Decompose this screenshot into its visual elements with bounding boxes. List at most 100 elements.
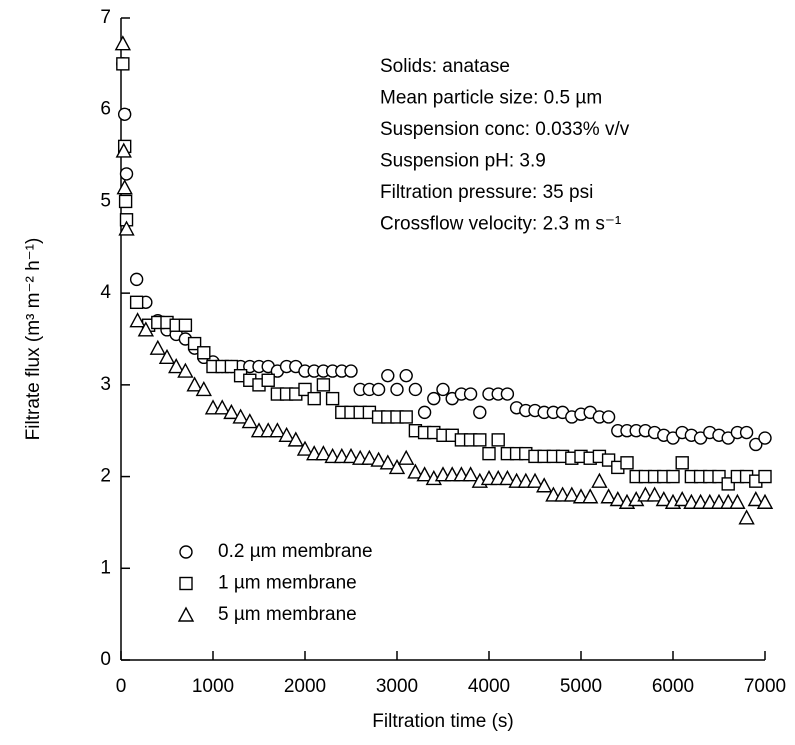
- point: [758, 469, 772, 484]
- point: [675, 456, 689, 470]
- point: [416, 466, 433, 482]
- x-tick-label: 3000: [376, 676, 418, 697]
- point: [388, 458, 406, 475]
- point: [756, 493, 774, 509]
- annotation: Suspension pH: 3.9: [380, 151, 546, 172]
- point: [526, 472, 544, 488]
- legend-label: 5 µm membrane: [218, 604, 357, 625]
- point: [371, 382, 386, 397]
- point: [214, 399, 231, 415]
- point: [591, 472, 608, 488]
- point: [747, 491, 764, 507]
- point: [609, 491, 626, 507]
- point: [399, 410, 413, 424]
- legend-label: 0.2 µm membrane: [218, 541, 373, 562]
- y-tick-label: 0: [100, 649, 111, 670]
- point: [316, 378, 331, 392]
- point: [114, 35, 132, 51]
- point: [168, 358, 185, 374]
- point: [116, 179, 133, 195]
- point: [119, 167, 134, 181]
- legend-label: 1 µm membrane: [218, 573, 357, 594]
- point: [241, 413, 258, 429]
- point: [342, 447, 360, 464]
- point: [223, 403, 240, 420]
- point: [115, 142, 132, 158]
- legend-marker: [179, 545, 193, 559]
- point: [325, 391, 340, 406]
- y-axis-label: Filtrate flux (m³ m⁻² h⁻¹): [23, 238, 44, 441]
- x-tick-label: 5000: [560, 676, 602, 697]
- annotation: Mean particle size: 0.5 µm: [380, 88, 602, 109]
- point: [307, 391, 321, 406]
- y-tick-label: 7: [100, 7, 111, 28]
- x-tick-label: 4000: [468, 676, 510, 697]
- annotation: Crossflow velocity: 2.3 m s⁻¹: [380, 214, 621, 235]
- point: [427, 391, 441, 406]
- point: [116, 57, 130, 71]
- point: [149, 339, 166, 355]
- y-tick-label: 6: [100, 99, 111, 120]
- point: [729, 493, 746, 509]
- point: [296, 440, 314, 456]
- point: [398, 449, 415, 465]
- annotation: Filtration pressure: 35 psi: [380, 182, 593, 203]
- x-tick-label: 2000: [284, 676, 326, 697]
- point: [178, 318, 193, 332]
- point: [399, 368, 413, 383]
- point: [261, 373, 275, 387]
- x-tick-label: 6000: [652, 676, 694, 697]
- x-tick-label: 0: [116, 676, 127, 697]
- point: [758, 431, 772, 445]
- point: [582, 488, 599, 504]
- point: [315, 445, 332, 461]
- x-tick-label: 1000: [192, 676, 234, 697]
- point: [536, 477, 553, 493]
- point: [600, 488, 617, 504]
- point: [195, 380, 212, 397]
- legend-marker: [177, 606, 195, 622]
- point: [269, 422, 286, 438]
- point: [177, 362, 194, 378]
- point: [278, 426, 295, 442]
- point: [666, 469, 680, 484]
- point: [158, 348, 176, 365]
- point: [379, 454, 396, 470]
- point: [601, 410, 616, 424]
- point: [287, 431, 304, 447]
- point: [491, 433, 505, 447]
- point: [620, 456, 634, 470]
- point: [482, 446, 496, 461]
- annotation: Solids: anatase: [380, 56, 510, 77]
- point: [473, 433, 487, 447]
- point: [381, 368, 395, 383]
- point: [186, 376, 203, 392]
- point: [500, 387, 515, 401]
- y-tick-label: 4: [100, 282, 111, 303]
- point: [344, 364, 358, 378]
- y-tick-label: 5: [100, 190, 111, 211]
- point: [674, 491, 691, 507]
- point: [129, 272, 144, 287]
- point: [436, 382, 450, 397]
- point: [129, 312, 146, 328]
- point: [499, 469, 516, 486]
- point: [749, 437, 763, 452]
- y-tick-label: 2: [100, 466, 111, 487]
- annotation: Suspension conc: 0.033% v/v: [380, 119, 630, 140]
- x-tick-label: 7000: [744, 676, 786, 697]
- y-tick-label: 1: [100, 557, 111, 578]
- point: [129, 295, 144, 310]
- point: [655, 491, 672, 507]
- point: [462, 466, 479, 482]
- point: [390, 382, 404, 397]
- point: [137, 321, 155, 337]
- y-tick-label: 3: [100, 374, 111, 395]
- point: [407, 463, 424, 479]
- point: [463, 387, 478, 401]
- point: [473, 405, 487, 420]
- x-axis-label: Filtration time (s): [372, 711, 513, 732]
- point: [408, 382, 423, 397]
- point: [232, 408, 249, 424]
